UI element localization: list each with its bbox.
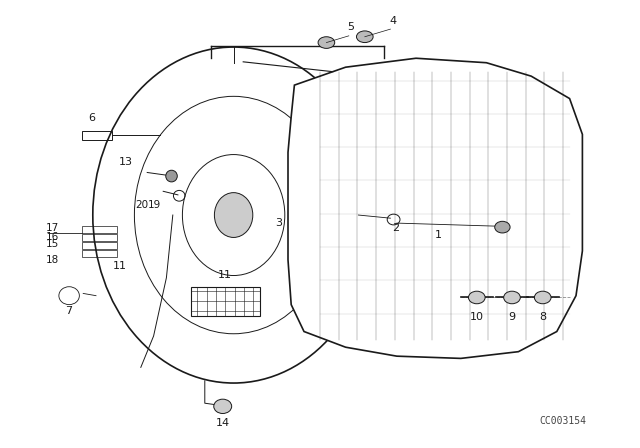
Ellipse shape (534, 291, 551, 304)
Text: 19: 19 (148, 200, 161, 210)
Bar (82, 234, 117, 241)
Bar (82, 242, 117, 249)
Text: 13: 13 (119, 157, 133, 167)
Ellipse shape (166, 170, 177, 182)
Text: 15: 15 (46, 239, 60, 249)
Ellipse shape (318, 37, 335, 48)
Text: 9: 9 (508, 312, 516, 322)
Text: CC003154: CC003154 (540, 416, 587, 426)
Text: 7: 7 (65, 306, 73, 316)
Ellipse shape (504, 291, 520, 304)
Ellipse shape (356, 31, 373, 43)
Text: 20: 20 (136, 200, 148, 210)
Text: 1: 1 (435, 230, 442, 240)
Text: 16: 16 (46, 232, 60, 241)
Text: 5: 5 (348, 22, 354, 32)
Text: 11: 11 (113, 261, 127, 271)
Ellipse shape (495, 221, 510, 233)
Text: 18: 18 (46, 255, 60, 265)
Text: 4: 4 (389, 16, 397, 26)
Text: 10: 10 (470, 312, 484, 322)
Ellipse shape (214, 193, 253, 237)
Text: 11: 11 (218, 271, 232, 280)
Ellipse shape (214, 399, 232, 414)
Polygon shape (288, 58, 582, 358)
Text: 17: 17 (46, 224, 60, 233)
Bar (82, 226, 117, 233)
Bar (82, 250, 117, 257)
Text: 6: 6 (88, 113, 95, 123)
Bar (82, 131, 112, 140)
Text: 8: 8 (539, 312, 547, 322)
Text: 2: 2 (392, 223, 399, 233)
Bar (191, 287, 260, 316)
Text: 14: 14 (216, 418, 230, 427)
Ellipse shape (468, 291, 485, 304)
Text: 3: 3 (275, 218, 282, 228)
